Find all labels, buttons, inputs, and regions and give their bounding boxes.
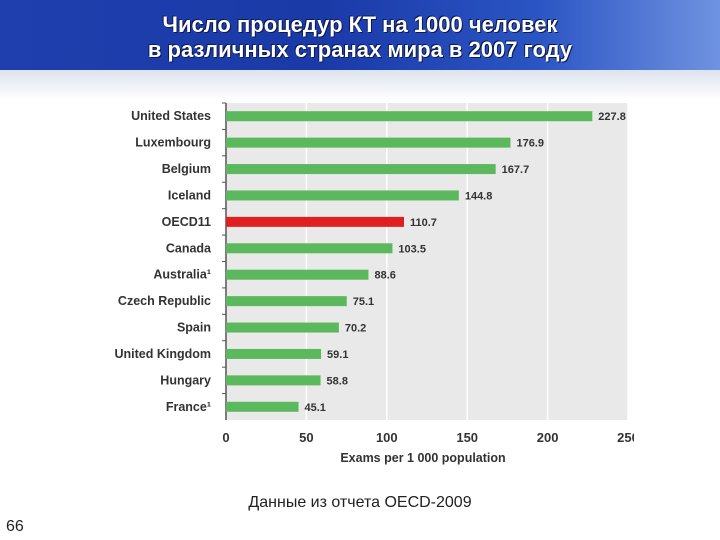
x-tick-label: 100 bbox=[376, 430, 398, 445]
bar bbox=[226, 243, 393, 254]
plot-background bbox=[226, 103, 628, 420]
category-label: Iceland bbox=[168, 188, 211, 202]
category-label: Canada bbox=[166, 241, 212, 255]
category-label: United Kingdom bbox=[114, 347, 211, 361]
bar bbox=[226, 375, 321, 386]
category-label: OECD11 bbox=[162, 215, 211, 229]
category-label: Luxembourg bbox=[135, 136, 211, 150]
value-label: 176.9 bbox=[516, 138, 544, 150]
bar bbox=[226, 322, 339, 333]
page-number: 66 bbox=[6, 518, 24, 535]
x-axis-title: Exams per 1 000 population bbox=[340, 451, 505, 465]
slide-title-line-1: Число процедур КТ на 1000 человек bbox=[162, 12, 558, 37]
source-note: Данные из отчета OECD-2009 bbox=[248, 494, 472, 511]
value-label: 59.1 bbox=[327, 349, 348, 361]
title-bar bbox=[0, 0, 720, 70]
x-tick-label: 0 bbox=[222, 430, 229, 445]
slide-title: Число процедур КТ на 1000 человек в разл… bbox=[0, 12, 720, 62]
category-label: Czech Republic bbox=[118, 294, 211, 308]
category-label: France¹ bbox=[166, 400, 211, 414]
value-label: 227.8 bbox=[598, 111, 626, 123]
bar bbox=[226, 190, 459, 201]
value-label: 45.1 bbox=[305, 402, 326, 414]
value-label: 88.6 bbox=[374, 270, 395, 282]
x-tick-label: 250 bbox=[617, 430, 634, 445]
value-label: 75.1 bbox=[353, 296, 374, 308]
value-label: 144.8 bbox=[465, 190, 493, 202]
bar bbox=[226, 137, 511, 148]
bar bbox=[226, 269, 369, 280]
value-label: 167.7 bbox=[502, 164, 530, 176]
bar bbox=[226, 164, 496, 175]
bar bbox=[226, 216, 405, 227]
bar bbox=[226, 296, 347, 307]
category-label: Hungary bbox=[160, 373, 211, 387]
bar bbox=[226, 111, 593, 122]
bar bbox=[226, 348, 322, 359]
value-label: 70.2 bbox=[345, 323, 366, 335]
header-decoration bbox=[0, 70, 720, 100]
category-label: Spain bbox=[177, 321, 211, 335]
value-label: 58.8 bbox=[327, 375, 348, 387]
x-tick-label: 200 bbox=[537, 430, 559, 445]
slide-title-line-2: в различных странах мира в 2007 году bbox=[147, 37, 573, 62]
x-tick-label: 150 bbox=[456, 430, 478, 445]
bar-chart: 0 50 100 150 200 250 United States 227.8 Luxembo… bbox=[88, 98, 639, 468]
bar-chart-svg: 0 50 100 150 200 250 United States 227.8 Luxembo… bbox=[114, 102, 639, 465]
bar bbox=[226, 401, 299, 412]
category-label: Belgium bbox=[162, 162, 211, 176]
value-label: 103.5 bbox=[398, 243, 426, 255]
value-label: 110.7 bbox=[410, 217, 437, 229]
category-label: Australia¹ bbox=[153, 268, 211, 282]
x-tick-label: 50 bbox=[299, 430, 313, 445]
category-label: United States bbox=[131, 109, 211, 123]
